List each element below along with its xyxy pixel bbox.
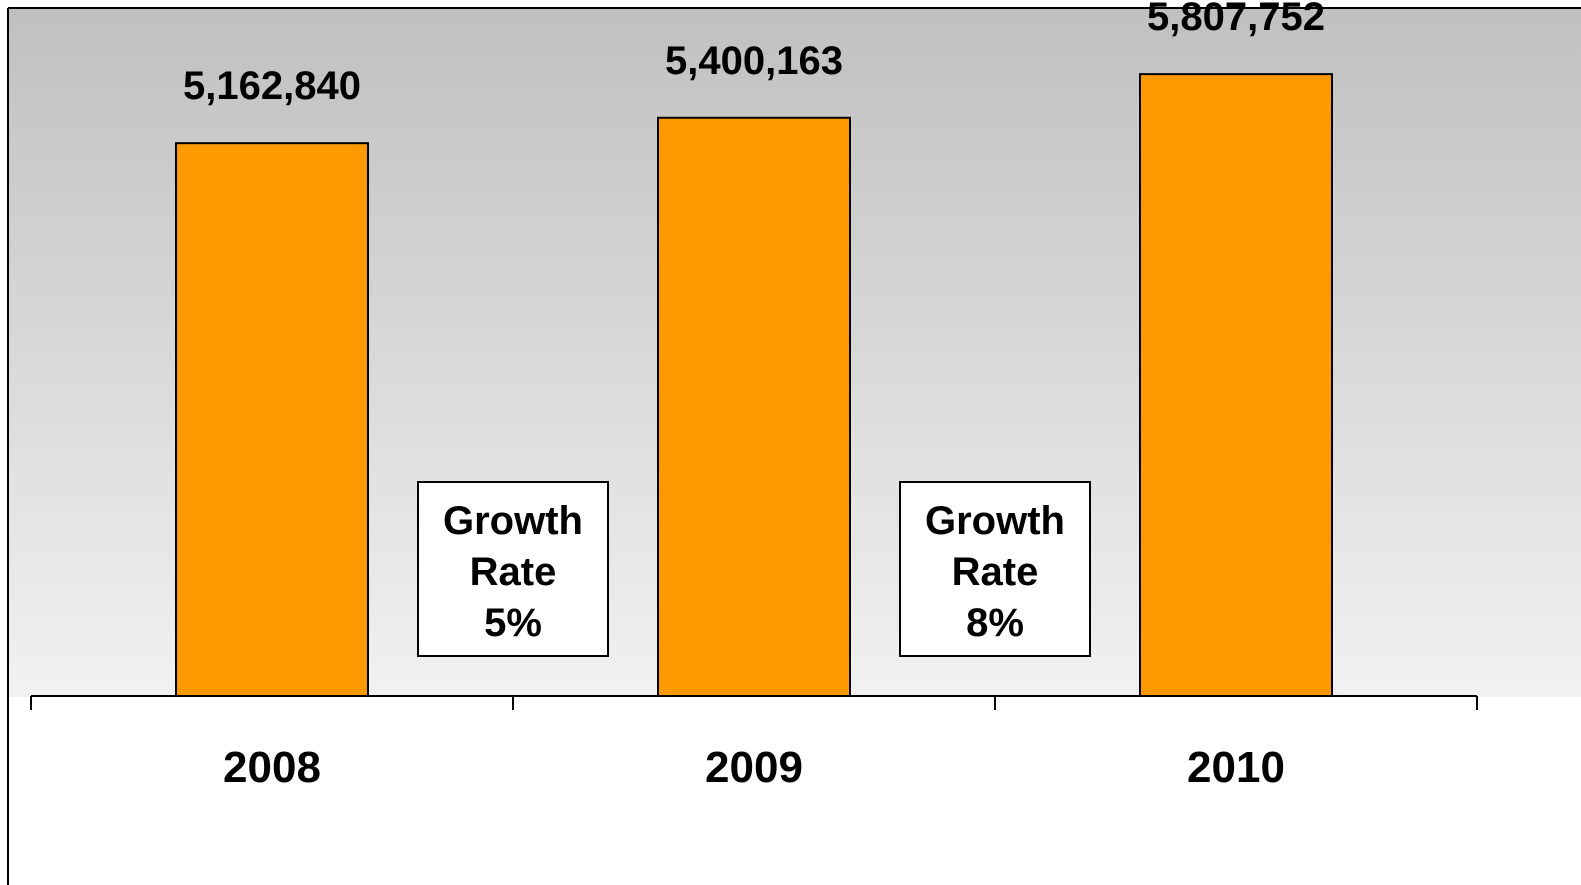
value-label-2008: 5,162,840 bbox=[183, 64, 361, 108]
growth-rate-text-line: Growth bbox=[925, 499, 1065, 543]
growth-rate-box-frame bbox=[417, 481, 609, 657]
lower-area bbox=[9, 697, 1581, 885]
growth-rate-box-frame bbox=[899, 481, 1091, 657]
growth-rate-text-line: Growth bbox=[443, 499, 583, 543]
growth-rate-box-1: Growth Rate 5% bbox=[417, 481, 609, 657]
value-label-2009: 5,400,163 bbox=[665, 39, 843, 83]
growth-rate-box-2: Growth Rate 8% bbox=[899, 481, 1091, 657]
value-label-2010: 5,807,752 bbox=[1147, 0, 1325, 39]
growth-rate-text-line: Rate bbox=[470, 550, 557, 594]
x-tick-label-2009: 2009 bbox=[705, 743, 803, 792]
growth-rate-text-line: Rate bbox=[952, 550, 1039, 594]
growth-rate-text-line: 8% bbox=[966, 601, 1024, 645]
bar-2010 bbox=[1139, 73, 1333, 698]
bar-2009 bbox=[657, 116, 851, 698]
x-tick-label-2008: 2008 bbox=[223, 743, 321, 792]
x-tick-label-2010: 2010 bbox=[1187, 743, 1285, 792]
growth-rate-text-line: 5% bbox=[484, 601, 542, 645]
bar-2008 bbox=[175, 142, 369, 698]
